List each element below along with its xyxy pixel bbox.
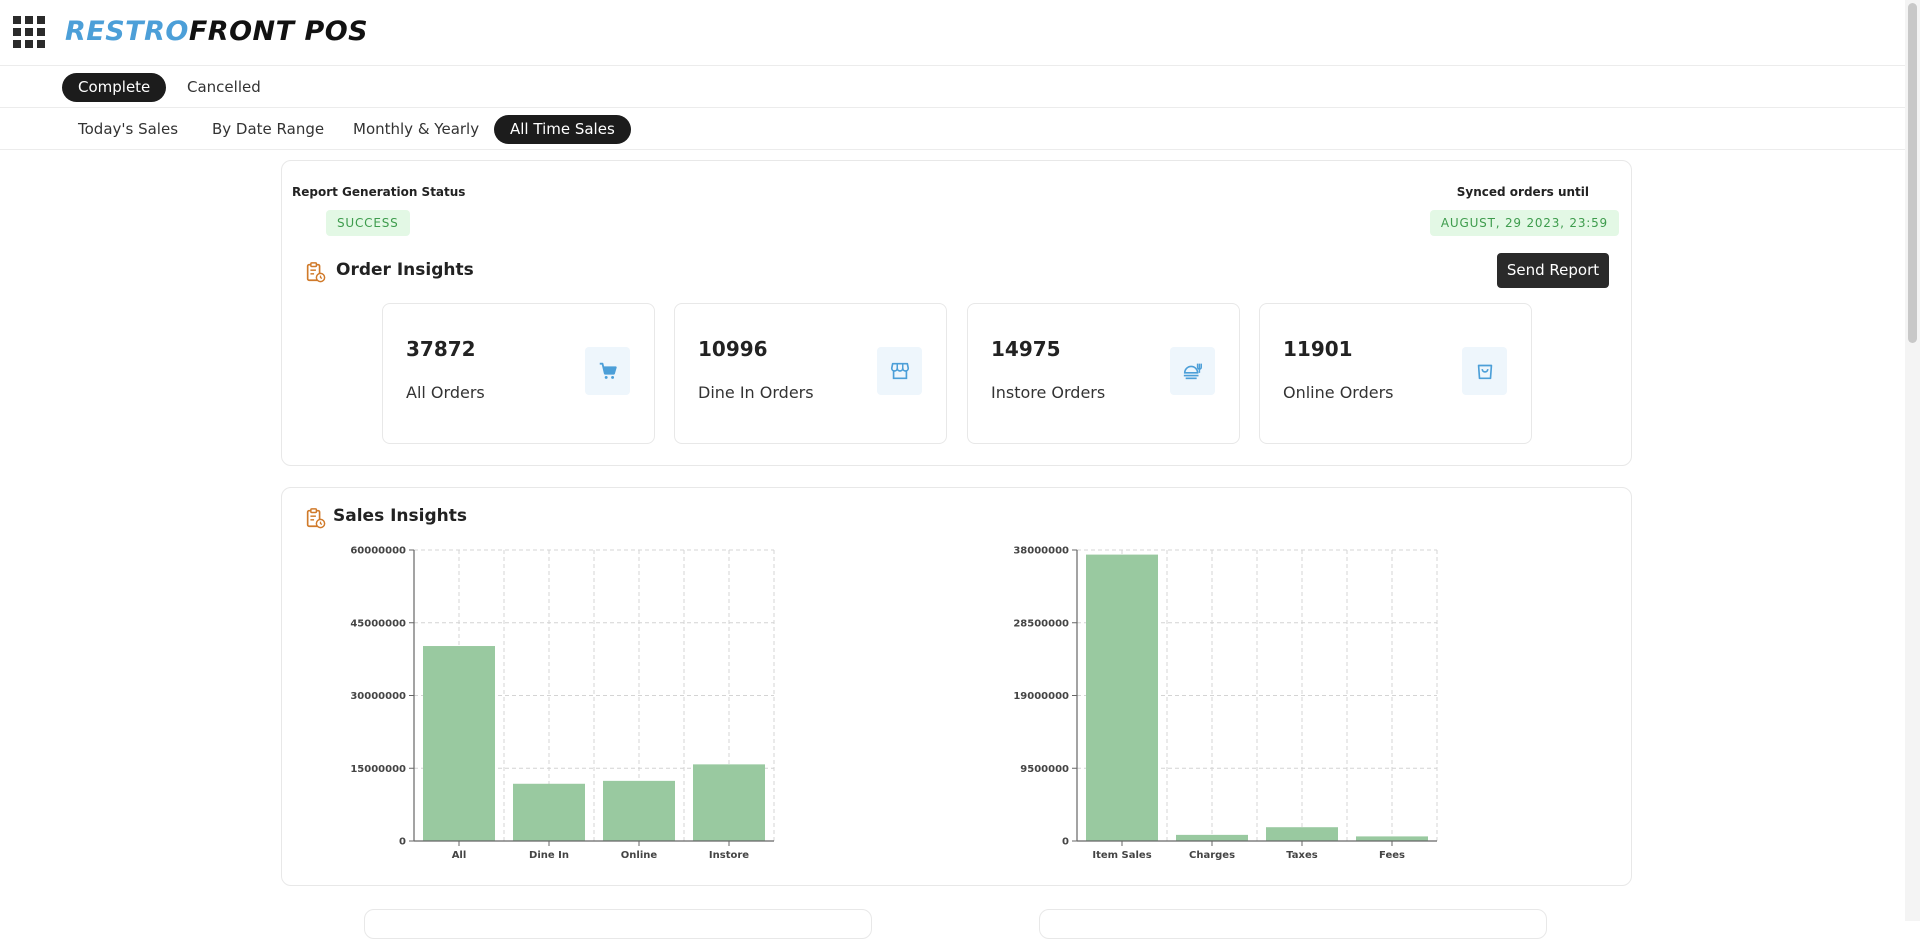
- y-tick-label: 60000000: [350, 546, 406, 557]
- shopping-bag-icon: [1462, 347, 1507, 395]
- cart-icon: [585, 347, 630, 395]
- x-tick-label: All: [452, 850, 467, 860]
- tab-todays-sales[interactable]: Today's Sales: [78, 120, 179, 138]
- x-tick-label: Dine In: [529, 850, 569, 860]
- stat-label: Instore Orders: [991, 383, 1106, 402]
- bar-online[interactable]: [603, 780, 675, 841]
- y-tick-label: 15000000: [350, 764, 406, 775]
- report-status-badge: SUCCESS: [326, 210, 410, 236]
- bar-item-sales[interactable]: [1086, 554, 1158, 841]
- y-tick-label: 28500000: [1013, 618, 1069, 629]
- stat-label: Dine In Orders: [698, 383, 814, 402]
- bar-taxes[interactable]: [1266, 827, 1338, 841]
- page-scrollbar[interactable]: [1905, 0, 1920, 921]
- tab-complete[interactable]: Complete: [62, 73, 167, 102]
- x-tick-label: Fees: [1379, 850, 1405, 860]
- sales-breakdown-chart: 0 9500000 19000000 28500000 38000000 Item Sal…: [1013, 546, 1438, 860]
- bar-all[interactable]: [423, 646, 495, 841]
- stat-label: Online Orders: [1283, 383, 1394, 402]
- bar-charges[interactable]: [1176, 834, 1248, 841]
- stat-card-online-orders: 11901 Online Orders: [1259, 303, 1532, 444]
- y-tick-label: 0: [1062, 837, 1069, 848]
- brand-logo: RESTROFRONT POS: [65, 16, 368, 47]
- y-tick-label: 19000000: [1013, 691, 1069, 702]
- order-insights-title: Order Insights: [336, 260, 474, 280]
- bar-fees[interactable]: [1356, 836, 1428, 841]
- bar-dine-in[interactable]: [513, 783, 585, 841]
- stat-value: 11901: [1283, 337, 1353, 361]
- bottom-panel-left: [364, 909, 872, 939]
- stat-value: 10996: [698, 337, 768, 361]
- y-tick-label: 30000000: [350, 691, 406, 702]
- clipboard-report-icon: [306, 508, 326, 529]
- report-status-label: Report Generation Status: [292, 185, 466, 199]
- send-report-button[interactable]: Send Report: [1497, 253, 1609, 288]
- brand-part1: RESTRO: [65, 16, 189, 47]
- range-tab-bar: Today's Sales By Date Range Monthly & Ye…: [0, 108, 1905, 150]
- sync-label: Synced orders until: [1456, 185, 1589, 199]
- stat-value: 14975: [991, 337, 1061, 361]
- x-tick-label: Item Sales: [1092, 850, 1151, 860]
- bar-instore[interactable]: [693, 764, 765, 841]
- scrollbar-thumb[interactable]: [1908, 3, 1917, 343]
- stat-value: 37872: [406, 337, 476, 361]
- tab-by-date-range[interactable]: By Date Range: [212, 120, 325, 138]
- y-tick-label: 0: [399, 837, 406, 848]
- x-tick-label: Charges: [1189, 850, 1235, 860]
- sales-insights-title: Sales Insights: [333, 506, 467, 526]
- x-tick-label: Instore: [709, 850, 749, 860]
- clipboard-report-icon: [306, 262, 326, 283]
- x-tick-label: Online: [621, 850, 658, 860]
- order-insights-panel: Report Generation Status SUCCESS Synced …: [281, 160, 1632, 466]
- y-tick-label: 45000000: [350, 618, 406, 629]
- sales-by-channel-chart: 0 15000000 30000000 45000000 60000000 All Dine…: [350, 546, 775, 860]
- stat-card-dine-in-orders: 10996 Dine In Orders: [674, 303, 947, 444]
- stat-label: All Orders: [406, 383, 485, 402]
- status-tab-bar: Complete Cancelled: [0, 66, 1905, 108]
- tab-cancelled[interactable]: Cancelled: [187, 78, 261, 96]
- y-tick-label: 9500000: [1020, 764, 1069, 775]
- stat-card-all-orders: 37872 All Orders: [382, 303, 655, 444]
- brand-part2: FRONT POS: [188, 16, 369, 47]
- bottom-panel-right: [1039, 909, 1547, 939]
- y-tick-label: 38000000: [1013, 546, 1069, 557]
- sync-date-badge: AUGUST, 29 2023, 23:59: [1429, 210, 1619, 236]
- food-tray-icon: [1170, 347, 1215, 395]
- tab-monthly-yearly[interactable]: Monthly & Yearly: [353, 120, 480, 138]
- app-header: RESTROFRONT POS: [0, 0, 1905, 66]
- store-icon: [877, 347, 922, 395]
- stat-card-instore-orders: 14975 Instore Orders: [967, 303, 1240, 444]
- tab-all-time-sales[interactable]: All Time Sales: [494, 115, 631, 144]
- x-tick-label: Taxes: [1286, 850, 1318, 860]
- sales-insights-panel: Sales Insights 0 15000000 30000000 45000000…: [281, 487, 1632, 886]
- apps-grid-icon[interactable]: [13, 16, 45, 48]
